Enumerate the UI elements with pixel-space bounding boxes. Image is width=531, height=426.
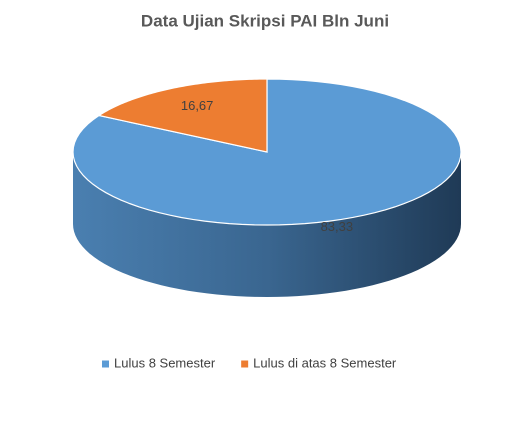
legend-label: Lulus 8 Semester <box>114 355 216 370</box>
legend-marker <box>102 360 109 368</box>
legend-label: Lulus di atas 8 Semester <box>253 355 397 370</box>
legend-marker <box>241 360 249 368</box>
data-label: 83,33 <box>321 219 354 234</box>
chart-title: Data Ujian Skripsi PAI Bln Juni <box>141 11 389 30</box>
pie-side <box>73 152 461 297</box>
data-label: 16,67 <box>181 98 214 113</box>
pie-slice <box>97 78 268 153</box>
